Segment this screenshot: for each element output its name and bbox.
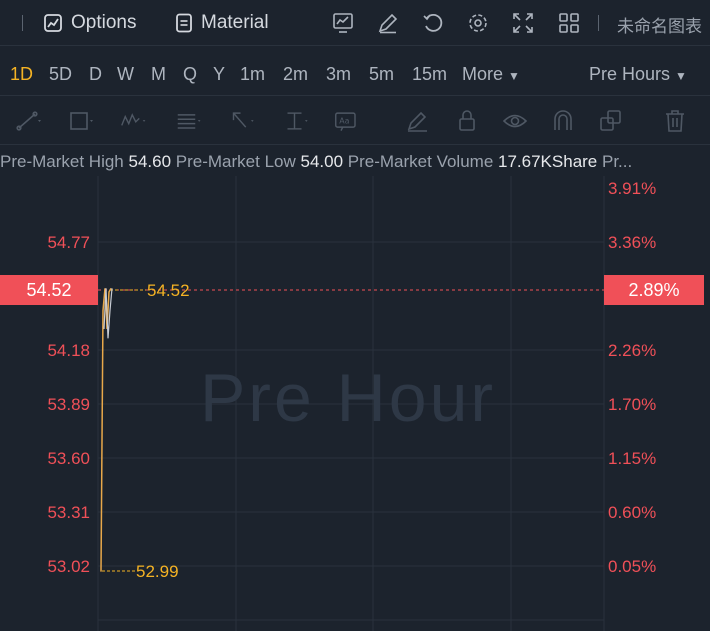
right-percent-axis: 3.91% 3.36% 2.26% 1.70% 1.15% 0.60% 0.05% — [608, 179, 656, 576]
premarket-info-trailing: Pr... — [602, 152, 633, 171]
right-axis-tick: 3.36% — [608, 233, 656, 252]
measure-icon[interactable] — [284, 108, 312, 134]
left-price-axis: 54.77 54.18 53.89 53.60 53.31 53.02 — [47, 233, 90, 576]
options-label: Options — [71, 12, 137, 33]
fullscreen-icon[interactable] — [510, 10, 536, 36]
timeframe-1d[interactable]: 1D — [10, 64, 34, 84]
premarket-high-label: Pre-Market High — [0, 152, 124, 171]
chart-name[interactable]: 未命名图表 — [617, 17, 702, 37]
caret-down-icon: ▼ — [675, 69, 687, 83]
left-axis-tick: 54.18 — [47, 341, 90, 360]
toolbar-separator — [598, 15, 599, 31]
options-icon — [44, 14, 62, 32]
drawing-tools-bar: Aa — [0, 97, 710, 145]
indicator-icon[interactable] — [330, 10, 356, 36]
low-marker-label: 52.99 — [136, 562, 179, 581]
premarket-low-label: Pre-Market Low — [175, 152, 296, 171]
rectangle-icon[interactable] — [68, 108, 96, 134]
right-axis-tick: 1.70% — [608, 395, 656, 414]
more-dropdown[interactable]: More ▼ — [462, 64, 520, 85]
caret-down-icon: ▼ — [508, 69, 520, 83]
material-label: Material — [201, 12, 269, 33]
premarket-info: Pre-Market High 54.60 Pre-Market Low 54.… — [0, 152, 710, 176]
price-chart[interactable]: Pre Hour 54.7754.1853.8953.6053.3153.02 … — [0, 176, 710, 631]
material-icon — [176, 13, 192, 33]
trend-line-icon[interactable] — [16, 108, 44, 134]
more-label: More — [462, 64, 504, 84]
right-axis-tick: 0.60% — [608, 503, 656, 522]
trash-icon[interactable] — [662, 108, 690, 134]
timeframe-w[interactable]: W — [117, 64, 134, 84]
timeframe-m[interactable]: M — [151, 64, 166, 84]
high-marker-label: 54.52 — [147, 281, 190, 300]
right-axis-tick: 3.91% — [608, 179, 656, 198]
timeframe-5m[interactable]: 5m — [369, 64, 395, 84]
left-axis-tick: 54.77 — [47, 233, 90, 252]
brush-icon[interactable] — [405, 108, 433, 134]
visibility-icon[interactable] — [502, 108, 530, 134]
timeframe-y[interactable]: Y — [213, 64, 226, 84]
premarket-volume-label: Pre-Market Volume — [347, 152, 494, 171]
timeframe-q[interactable]: Q — [183, 64, 198, 84]
right-axis-tick: 0.05% — [608, 557, 656, 576]
top-toolbar: Options Material 未命名图表 — [0, 0, 710, 46]
layout-icon[interactable] — [556, 10, 582, 36]
current-change-tag: 2.89% — [604, 275, 704, 305]
timeframe-5d[interactable]: 5D — [49, 64, 73, 84]
magnet-icon[interactable] — [550, 108, 578, 134]
text-icon[interactable]: Aa — [334, 108, 362, 134]
options-button[interactable]: Options — [43, 10, 136, 36]
arrow-icon[interactable] — [230, 108, 258, 134]
premarket-high-value: 54.60 — [128, 152, 172, 171]
lock-icon[interactable] — [455, 108, 483, 134]
left-axis-tick: 53.89 — [47, 395, 90, 414]
timeframe-d[interactable]: D — [89, 64, 102, 84]
left-axis-tick: 53.60 — [47, 449, 90, 468]
svg-text:Aa: Aa — [339, 117, 349, 126]
fib-icon[interactable] — [176, 108, 204, 134]
right-axis-tick: 2.26% — [608, 341, 656, 360]
copy-icon[interactable] — [598, 108, 626, 134]
pattern-icon[interactable] — [120, 108, 148, 134]
right-axis-tick: 1.15% — [608, 449, 656, 468]
session-label: Pre Hours — [589, 64, 671, 84]
timeframe-3m[interactable]: 3m — [326, 64, 352, 84]
price-series-line — [100, 287, 112, 572]
toolbar-separator — [22, 15, 23, 31]
chart-grid — [97, 176, 605, 631]
premarket-low-value: 54.00 — [300, 152, 344, 171]
timeframe-bar: 1D 5D D W M Q Y 1m 2m 3m 5m 15m More ▼ P… — [0, 52, 710, 96]
draw-icon[interactable] — [375, 10, 401, 36]
material-button[interactable]: Material — [175, 10, 269, 36]
settings-icon[interactable] — [465, 10, 491, 36]
premarket-volume-value: 17.67KShare — [498, 152, 598, 171]
undo-icon[interactable] — [420, 10, 446, 36]
timeframe-1m[interactable]: 1m — [240, 64, 266, 84]
timeframe-15m[interactable]: 15m — [412, 64, 448, 84]
timeframe-2m[interactable]: 2m — [283, 64, 309, 84]
chart-watermark: Pre Hour — [200, 360, 496, 436]
avg-series-line — [103, 288, 113, 339]
left-axis-tick: 53.31 — [47, 503, 90, 522]
left-axis-tick: 53.02 — [47, 557, 90, 576]
current-price-tag: 54.52 — [0, 275, 98, 305]
session-dropdown[interactable]: Pre Hours ▼ — [589, 64, 687, 85]
